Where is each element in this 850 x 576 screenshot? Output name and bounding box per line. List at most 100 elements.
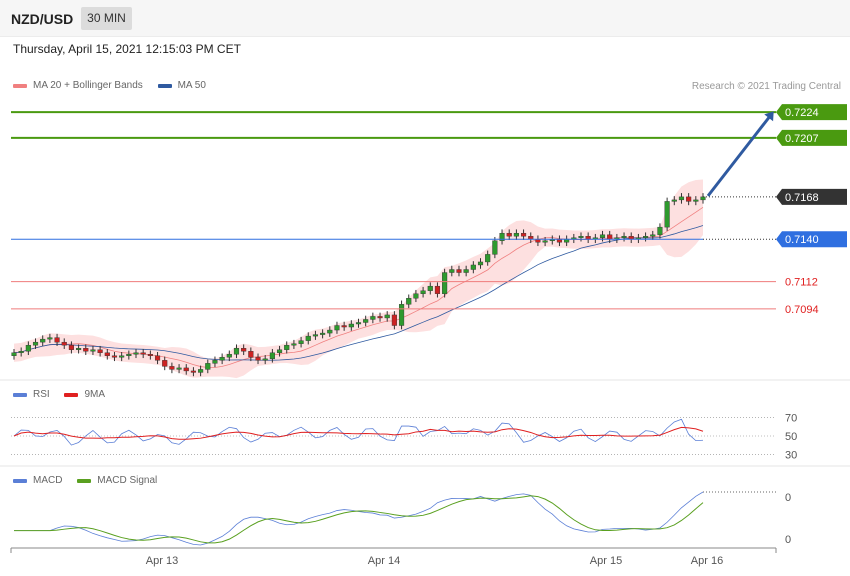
candle-body (477, 261, 484, 266)
candle-body (97, 349, 103, 353)
candle-body (643, 236, 649, 238)
macd-signal-legend-label: MACD Signal (97, 475, 158, 486)
candle-body (355, 322, 362, 325)
candle-body (521, 232, 527, 237)
last-price-tag (776, 188, 847, 205)
candle-body (169, 366, 175, 370)
pivot-price-label: 0.7140 (785, 234, 819, 246)
candle-body (312, 334, 319, 337)
candle-body (298, 340, 304, 344)
target-price-label: 0.7224 (785, 107, 819, 119)
candle-body (384, 314, 390, 319)
bollinger-band (14, 179, 703, 379)
research-credit: Research © 2021 Trading Central (691, 81, 841, 92)
candle-body (25, 344, 31, 352)
rsi-level-label: 30 (785, 450, 797, 462)
rsi-ma-legend-label: 9MA (84, 389, 106, 400)
candle-body (147, 354, 153, 356)
candle-body (693, 199, 699, 202)
candle-body (420, 290, 426, 294)
candle-body (262, 358, 268, 361)
rsi-ma-line (13, 426, 704, 440)
candle-body (370, 316, 376, 320)
target-price-tag (776, 129, 847, 146)
candle-body (61, 341, 67, 346)
macd-level-label: 0 (785, 492, 791, 504)
candle-body (456, 269, 462, 273)
candle-body (269, 352, 275, 360)
candle-body (83, 348, 89, 352)
ma20-legend-label: MA 20 + Bollinger Bands (33, 80, 143, 91)
candle-body (40, 338, 46, 343)
support-price-label: 0.7112 (785, 277, 818, 289)
candle-body (621, 236, 627, 238)
candle-body (442, 272, 448, 294)
candle-body (205, 363, 211, 370)
candle-body (104, 352, 110, 356)
macd-legend: MACD MACD Signal (13, 475, 169, 486)
candle-body (334, 325, 340, 331)
candle-body (657, 226, 663, 235)
candle-body (133, 352, 139, 355)
candle-body (119, 355, 125, 358)
candle-body (183, 367, 189, 372)
macd-line (14, 491, 704, 546)
rsi-ma-swatch (64, 392, 79, 397)
candle-body (255, 357, 261, 361)
candle-body (434, 285, 441, 294)
candle-body (212, 360, 218, 364)
candle-body (11, 352, 17, 356)
candle-body (248, 351, 254, 358)
candle-body (391, 314, 397, 326)
candle-body (485, 254, 491, 263)
candle-body (492, 240, 498, 255)
target-price-tag (776, 104, 847, 121)
candle-body (154, 355, 161, 361)
macd-signal-line (14, 495, 704, 544)
pivot-price-tag (776, 231, 847, 248)
candle-body (54, 337, 60, 343)
x-tick-label: Apr 15 (590, 555, 622, 567)
currency-pair-title: NZD/USD (11, 11, 74, 27)
x-tick-label: Apr 13 (146, 555, 178, 567)
candle-body (599, 234, 606, 238)
candle-body (449, 269, 455, 273)
rsi-line (13, 418, 704, 446)
candle-body (327, 329, 333, 334)
candle-body (226, 354, 232, 358)
candle-body (664, 201, 670, 228)
candle-body (427, 285, 433, 291)
candle-body (413, 293, 419, 299)
rsi-legend: RSI 9MA (13, 389, 117, 400)
candle-body (18, 351, 24, 353)
ma50-swatch (157, 83, 172, 88)
macd-signal-swatch (77, 478, 92, 483)
candle-body (406, 298, 412, 305)
candle-body (190, 370, 196, 373)
x-tick-label: Apr 16 (691, 555, 723, 567)
candle-body (276, 349, 283, 353)
candle-body (320, 332, 326, 335)
candle-body (398, 304, 405, 326)
candle-body (284, 344, 290, 350)
candle-body (348, 323, 354, 328)
candle-body (126, 354, 132, 356)
candle-body (363, 319, 369, 323)
rsi-level-label: 70 (785, 412, 797, 424)
candle-body (68, 344, 74, 350)
ma50-legend-label: MA 50 (177, 80, 206, 91)
candle-body (671, 199, 677, 202)
candle-body (463, 269, 469, 273)
forecast-arrow-head (764, 111, 774, 122)
ma50-line (13, 225, 704, 361)
candle-body (506, 232, 512, 237)
macd-swatch (13, 478, 27, 483)
candle-body (470, 264, 476, 270)
candle-body (32, 341, 39, 346)
rsi-swatch (13, 392, 27, 397)
timeframe-button[interactable]: 30 MIN (81, 7, 132, 30)
candle-body (233, 348, 240, 355)
ma20-swatch (13, 83, 27, 88)
candle-body (678, 196, 685, 201)
